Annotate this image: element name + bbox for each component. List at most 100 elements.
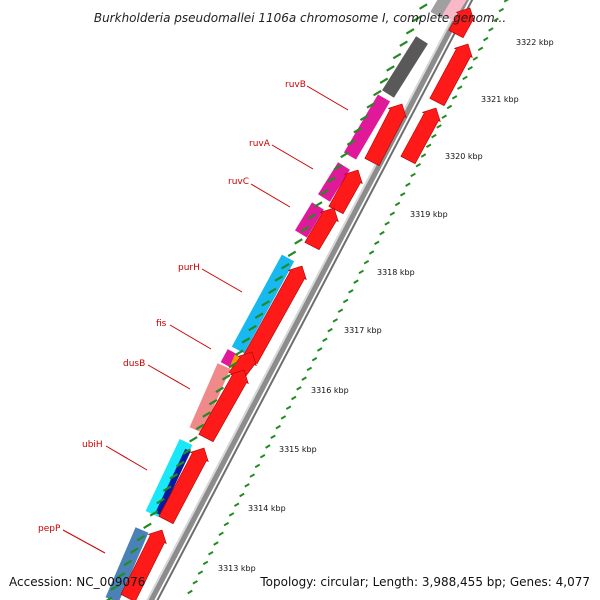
tick-dot	[306, 366, 313, 372]
tick-dot	[457, 85, 463, 90]
cds-arrow[interactable]	[198, 369, 249, 443]
map-title: Burkholderia pseudomallei 1106a chromoso…	[93, 11, 507, 25]
kbp-label-3318: 3318 kbp	[377, 268, 415, 277]
tick-dot	[241, 337, 251, 344]
tick-dot	[189, 436, 198, 443]
tick-dot	[462, 75, 468, 81]
tick-dot	[259, 453, 266, 459]
tick-dot	[405, 182, 411, 187]
tick-dot	[320, 188, 330, 196]
tick-dot	[337, 308, 344, 313]
tick-dot	[374, 240, 380, 246]
tick-dot	[420, 153, 427, 158]
gene-label-dusB[interactable]: dusB	[123, 359, 145, 369]
tick-dot	[399, 40, 408, 47]
gene-label-pepP[interactable]: pepP	[38, 524, 61, 534]
tick-dot	[472, 56, 479, 61]
cds-track	[120, 7, 475, 600]
gene-label-ruvB[interactable]: ruvB	[285, 80, 306, 90]
cds-arrow[interactable]	[304, 207, 339, 251]
feature-ruvA	[318, 162, 350, 202]
tick-dot	[285, 405, 292, 410]
cds-arrow[interactable]	[364, 103, 407, 167]
leader-pepP	[62, 529, 106, 554]
cds-arrow[interactable]	[158, 447, 209, 525]
kbp-label-3315: 3315 kbp	[279, 445, 317, 454]
kbp-label-3314: 3314 kbp	[248, 504, 286, 513]
tick-dot	[143, 522, 152, 530]
tick-dot	[187, 589, 193, 595]
cds-arrow[interactable]	[429, 43, 473, 107]
tick-dot	[482, 36, 489, 42]
tick-dot	[223, 521, 230, 527]
tick-dot	[363, 260, 370, 265]
tick-dot	[249, 473, 256, 478]
cds-arrow[interactable]	[448, 7, 475, 39]
tick-dot	[340, 151, 349, 159]
tick-dot	[233, 502, 240, 507]
tick-dot	[208, 398, 218, 406]
feature-gray-top	[430, 0, 453, 19]
cds-arrow[interactable]	[400, 107, 441, 165]
tick-dot	[373, 89, 382, 97]
tick-dot	[366, 102, 376, 109]
tick-dot	[267, 287, 277, 295]
tick-dot	[358, 269, 364, 275]
tick-dot	[412, 15, 422, 23]
tick-dot	[394, 201, 401, 207]
tick-dot	[248, 324, 257, 332]
kbp-label-3316: 3316 kbp	[311, 386, 349, 395]
tick-dot	[254, 463, 261, 469]
tick-dot	[493, 17, 499, 22]
tick-dot	[129, 547, 139, 554]
leader-purH	[201, 268, 243, 293]
tick-dot	[270, 434, 276, 440]
gene-label-ruvC[interactable]: ruvC	[228, 177, 249, 187]
tick-dot	[503, 0, 509, 3]
cds-arrow[interactable]	[328, 169, 363, 215]
tick-dot	[451, 95, 458, 100]
tick-dot	[353, 127, 362, 134]
tick-dot	[316, 347, 323, 352]
tick-dot	[202, 560, 209, 566]
leader-fis	[169, 324, 212, 350]
cds-arrow[interactable]	[242, 265, 307, 365]
kbp-label-3313: 3313 kbp	[218, 564, 256, 573]
tick-dot	[333, 164, 343, 171]
tick-dot	[322, 337, 328, 343]
tick-dot	[307, 213, 316, 220]
tick-dot	[287, 250, 297, 258]
tick-dot	[346, 139, 356, 146]
tick-dot	[348, 289, 354, 294]
tick-dot	[281, 263, 290, 270]
tick-dot	[228, 512, 235, 517]
backbone-outer	[146, 0, 469, 600]
tick-dot	[425, 143, 432, 149]
tick-dot	[280, 415, 287, 420]
tick-dot	[296, 386, 302, 391]
gene-label-fis[interactable]: fis	[156, 319, 167, 329]
tick-dot	[182, 448, 192, 455]
tick-dot	[301, 376, 307, 381]
feature-ruvB	[343, 94, 391, 160]
tick-dot	[110, 584, 119, 591]
cds-arrow[interactable]	[120, 529, 167, 600]
tick-dot	[207, 550, 214, 556]
tick-dot	[389, 211, 396, 216]
tick-dot	[379, 77, 389, 84]
tick-dot	[379, 230, 385, 236]
tick-dot	[327, 327, 333, 333]
backbone-inner	[146, 0, 464, 600]
tick-dot	[488, 27, 494, 32]
tick-dot	[384, 221, 390, 226]
tick-dot	[213, 541, 219, 546]
gene-labels: ruvB ruvA ruvC purH fis dusB ubiH pepP	[38, 80, 349, 554]
gene-label-purH[interactable]: purH	[178, 263, 200, 273]
gene-label-ruvA[interactable]: ruvA	[249, 139, 271, 149]
tick-dot	[136, 534, 146, 542]
tick-dot	[327, 176, 336, 183]
tick-dot	[254, 312, 264, 319]
tick-dot	[436, 124, 442, 129]
gene-label-ubiH[interactable]: ubiH	[82, 440, 103, 450]
